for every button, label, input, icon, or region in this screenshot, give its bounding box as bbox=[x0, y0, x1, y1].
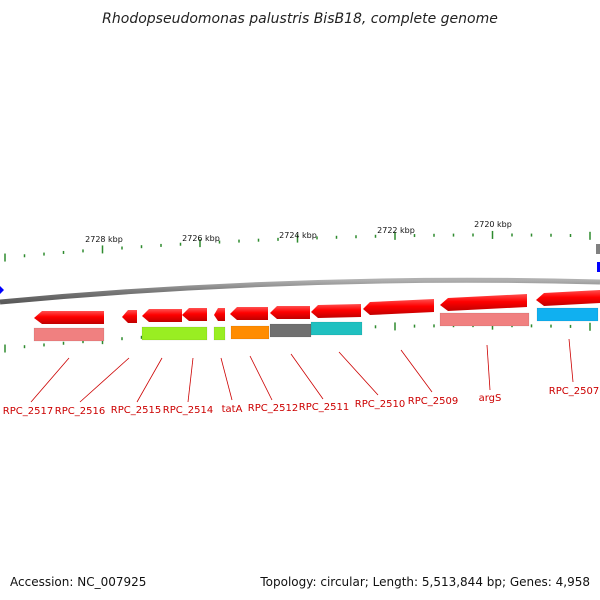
gene-arrow-rpc-2516[interactable] bbox=[122, 310, 137, 323]
gene-arrows bbox=[34, 290, 600, 324]
genome-backbone bbox=[0, 277, 600, 305]
left-blue-marker bbox=[0, 286, 4, 294]
cog-bar-rpc-2511 bbox=[269, 323, 312, 338]
gene-arrow-rpc-2515[interactable] bbox=[142, 309, 182, 322]
gene-arrow-rpc-2514[interactable] bbox=[182, 308, 207, 321]
map-title: Rhodopseudomonas palustris BisB18, compl… bbox=[102, 11, 498, 27]
genome-summary-text: Topology: circular; Length: 5,513,844 bp… bbox=[259, 575, 590, 589]
gene-label-rpc-2507[interactable]: RPC_2507 bbox=[549, 386, 599, 397]
scale-label-2724: 2724 kbp bbox=[279, 231, 317, 240]
gene-label-rpc-2511[interactable]: RPC_2511 bbox=[299, 402, 349, 413]
gene-arrow-rpc-2517[interactable] bbox=[34, 311, 104, 324]
gene-label-rpc-2516[interactable]: RPC_2516 bbox=[55, 406, 105, 417]
gene-label-args[interactable]: argS bbox=[479, 393, 502, 404]
gene-label-rpc-2514[interactable]: RPC_2514 bbox=[163, 405, 213, 416]
cog-bar-rpc-2507 bbox=[536, 307, 599, 322]
scale-label-2720: 2720 kbp bbox=[474, 220, 512, 229]
gene-label-rpc-2510[interactable]: RPC_2510 bbox=[355, 399, 405, 410]
accession-text: Accession: NC_007925 bbox=[10, 575, 146, 589]
cog-bar-tata bbox=[213, 326, 226, 341]
cog-bar-rpc-2512 bbox=[230, 325, 270, 340]
gene-arrow-rpc-2509[interactable] bbox=[363, 299, 434, 315]
scale-label-2722: 2722 kbp bbox=[377, 226, 415, 235]
gene-label-tata[interactable]: tatA bbox=[222, 404, 243, 415]
gene-label-rpc-2515[interactable]: RPC_2515 bbox=[111, 405, 161, 416]
cog-bar-rpc-2517 bbox=[33, 327, 105, 342]
cog-category-bars bbox=[33, 307, 599, 342]
right-grey-marker bbox=[596, 244, 600, 254]
gene-arrow-tata[interactable] bbox=[214, 308, 225, 321]
right-blue-marker bbox=[597, 262, 600, 272]
gene-arrow-rpc-2512[interactable] bbox=[230, 307, 268, 320]
gene-label-rpc-2509[interactable]: RPC_2509 bbox=[408, 396, 458, 407]
upper-scale-ticks bbox=[4, 230, 591, 262]
gene-labels: RPC_2517 RPC_2516 RPC_2515 RPC_2514 tatA… bbox=[3, 386, 599, 417]
scale-label-2728: 2728 kbp bbox=[85, 235, 123, 244]
cog-bar-args bbox=[439, 312, 530, 327]
scale-label-2726: 2726 kbp bbox=[182, 234, 220, 243]
gene-label-rpc-2512[interactable]: RPC_2512 bbox=[248, 403, 298, 414]
cog-bar-rpc-2515 bbox=[141, 326, 208, 341]
gene-arrow-rpc-2511[interactable] bbox=[270, 306, 310, 319]
gene-arrow-args[interactable] bbox=[440, 294, 527, 311]
gene-arrow-rpc-2510[interactable] bbox=[311, 304, 361, 318]
cog-bar-rpc-2510 bbox=[310, 321, 363, 336]
gene-label-leaders bbox=[30, 338, 574, 403]
gene-arrow-rpc-2507[interactable] bbox=[536, 290, 600, 306]
gene-label-rpc-2517[interactable]: RPC_2517 bbox=[3, 406, 53, 417]
